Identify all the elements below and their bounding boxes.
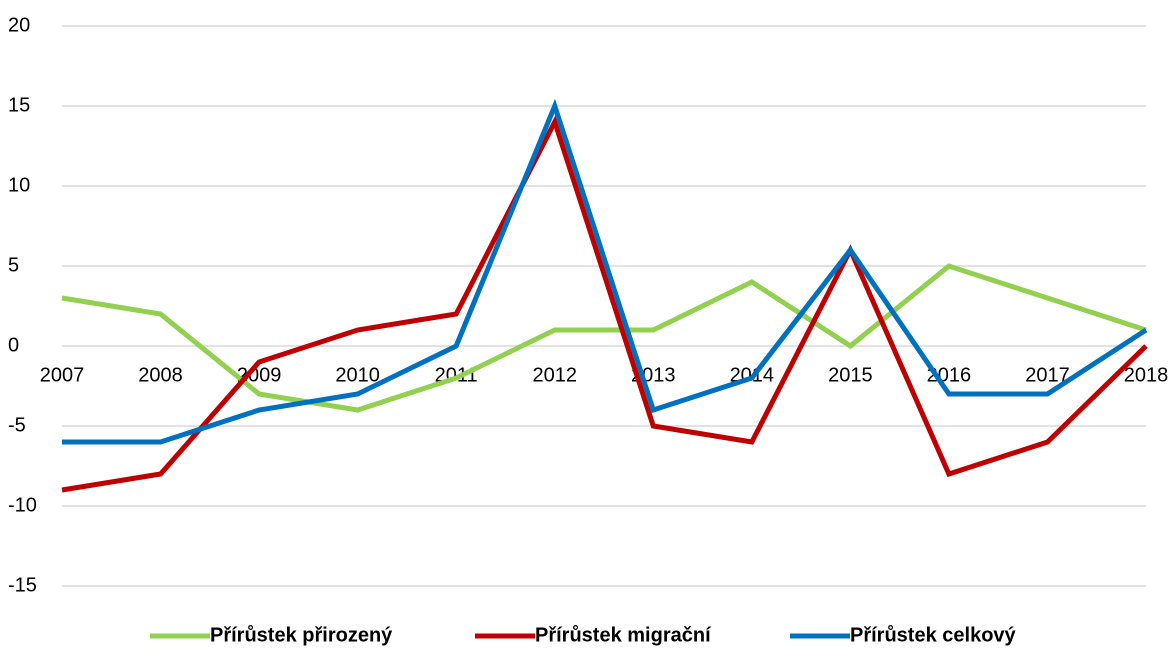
y-tick-label: -15 <box>8 574 37 596</box>
y-tick-label: 10 <box>8 174 30 196</box>
legend-label: Přírůstek celkový <box>850 624 1017 646</box>
y-tick-label: 15 <box>8 94 30 116</box>
x-tick-label: 2018 <box>1124 364 1169 386</box>
y-tick-label: 0 <box>8 334 19 356</box>
x-tick-label: 2008 <box>138 364 183 386</box>
series-line <box>62 98 1148 445</box>
y-tick-label: -10 <box>8 494 37 516</box>
x-tick-label: 2012 <box>532 364 577 386</box>
series-line <box>61 263 1147 413</box>
y-tick-label: 5 <box>8 254 19 276</box>
y-tick-label: -5 <box>8 414 26 436</box>
x-tick-label: 2009 <box>237 364 282 386</box>
series-line <box>61 115 1148 493</box>
legend-label: Přírůstek přirozený <box>210 624 393 646</box>
x-tick-label: 2017 <box>1025 364 1070 386</box>
x-tick-label: 2007 <box>40 364 85 386</box>
legend-label: Přírůstek migrační <box>535 624 712 646</box>
y-tick-label: 20 <box>8 14 30 36</box>
x-tick-label: 2015 <box>828 364 873 386</box>
x-tick-label: 2010 <box>335 364 380 386</box>
